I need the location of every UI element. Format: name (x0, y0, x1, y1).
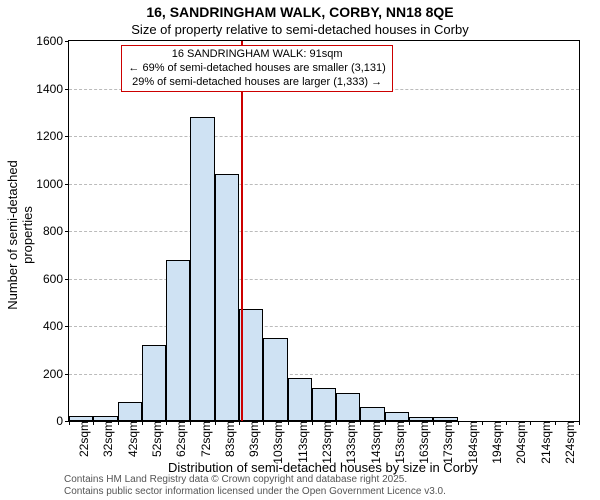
x-tick-mark (166, 421, 167, 425)
x-tick-label: 103sqm (265, 421, 285, 464)
x-tick-label: 83sqm (217, 421, 237, 457)
grid-line (69, 279, 579, 280)
x-tick-label: 224sqm (557, 421, 577, 464)
x-tick-mark (336, 421, 337, 425)
x-tick-label: 42sqm (120, 421, 140, 457)
histogram-bar (288, 378, 312, 421)
x-tick-label: 72sqm (193, 421, 213, 457)
x-tick-label: 22sqm (71, 421, 91, 457)
histogram-bar (263, 338, 287, 421)
histogram-bar (385, 412, 409, 422)
histogram-bar (118, 402, 142, 421)
x-tick-mark (142, 421, 143, 425)
x-tick-mark (482, 421, 483, 425)
x-tick-mark (458, 421, 459, 425)
x-tick-mark (385, 421, 386, 425)
x-tick-mark (239, 421, 240, 425)
x-tick-label: 52sqm (144, 421, 164, 457)
x-tick-label: 214sqm (533, 421, 553, 464)
x-tick-mark (69, 421, 70, 425)
y-tick-mark (65, 89, 69, 90)
histogram-bar (312, 388, 336, 421)
y-tick-mark (65, 326, 69, 327)
histogram-bar (190, 117, 214, 421)
x-tick-mark (409, 421, 410, 425)
x-tick-mark (118, 421, 119, 425)
annotation-box: 16 SANDRINGHAM WALK: 91sqm ← 69% of semi… (121, 45, 392, 92)
chart-container: 16, SANDRINGHAM WALK, CORBY, NN18 8QE Si… (0, 0, 600, 500)
grid-line (69, 184, 579, 185)
chart-title: 16, SANDRINGHAM WALK, CORBY, NN18 8QE (0, 4, 600, 20)
annotation-line1: 16 SANDRINGHAM WALK: 91sqm (128, 48, 385, 62)
histogram-bar (360, 407, 384, 421)
x-tick-label: 123sqm (314, 421, 334, 464)
x-tick-label: 184sqm (460, 421, 480, 464)
x-tick-mark (360, 421, 361, 425)
y-tick-mark (65, 184, 69, 185)
annotation-line3: 29% of semi-detached houses are larger (… (128, 76, 385, 90)
x-tick-label: 32sqm (95, 421, 115, 457)
x-tick-mark (530, 421, 531, 425)
x-tick-label: 133sqm (338, 421, 358, 464)
footer-line2: Contains public sector information licen… (64, 486, 446, 498)
y-tick-mark (65, 136, 69, 137)
x-tick-mark (215, 421, 216, 425)
y-tick-mark (65, 374, 69, 375)
x-tick-mark (506, 421, 507, 425)
plot-area: 0200400600800100012001400160022sqm32sqm4… (68, 40, 580, 422)
y-tick-mark (65, 279, 69, 280)
x-tick-mark (190, 421, 191, 425)
x-tick-label: 194sqm (484, 421, 504, 464)
footer-line1: Contains HM Land Registry data © Crown c… (64, 474, 446, 486)
x-tick-mark (288, 421, 289, 425)
reference-line (241, 41, 243, 421)
x-tick-mark (312, 421, 313, 425)
histogram-bar (166, 260, 190, 422)
y-tick-mark (65, 41, 69, 42)
grid-line (69, 136, 579, 137)
x-tick-label: 204sqm (508, 421, 528, 464)
x-axis-label: Distribution of semi-detached houses by … (68, 460, 578, 475)
footer-attribution: Contains HM Land Registry data © Crown c… (64, 474, 446, 498)
histogram-bar (336, 393, 360, 422)
histogram-bar (215, 174, 239, 421)
x-tick-label: 93sqm (241, 421, 261, 457)
y-tick-mark (65, 231, 69, 232)
x-tick-mark (579, 421, 580, 425)
x-tick-label: 143sqm (363, 421, 383, 464)
x-tick-label: 62sqm (168, 421, 188, 457)
x-tick-label: 173sqm (435, 421, 455, 464)
x-tick-label: 163sqm (411, 421, 431, 464)
x-tick-label: 113sqm (290, 421, 310, 463)
histogram-bar (142, 345, 166, 421)
annotation-line2: ← 69% of semi-detached houses are smalle… (128, 62, 385, 76)
chart-subtitle: Size of property relative to semi-detach… (0, 22, 600, 37)
y-axis-label: Number of semi-detached properties (5, 135, 35, 335)
grid-line (69, 231, 579, 232)
grid-line (69, 326, 579, 327)
x-tick-label: 153sqm (387, 421, 407, 464)
x-tick-mark (555, 421, 556, 425)
